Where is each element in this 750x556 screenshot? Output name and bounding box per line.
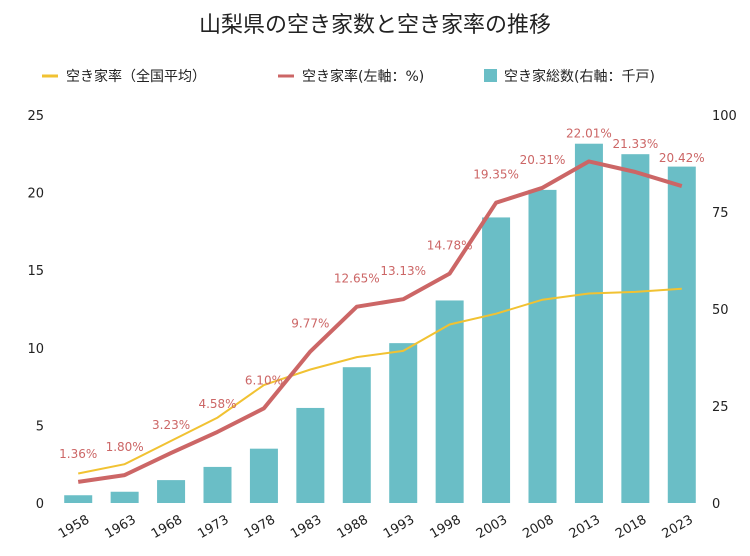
x-tick-label: 2003 (474, 512, 510, 542)
y-right-tick-label: 25 (712, 400, 729, 415)
x-tick-label: 1963 (102, 512, 138, 542)
data-label: 12.65% (334, 272, 380, 286)
legend-swatch-vacant-houses (484, 69, 497, 82)
bar (482, 217, 511, 503)
line-series-national-rate (78, 287, 682, 475)
y-right-tick-label: 50 (712, 303, 729, 318)
data-label: 3.23% (152, 418, 190, 432)
legend-label-vacancy-rate: 空き家率(左軸：%) (302, 68, 424, 85)
data-label: 6.10% (245, 373, 283, 387)
legend-item-national-rate: 空き家率（全国平均） (42, 68, 206, 85)
data-label: 14.78% (427, 239, 473, 253)
y-right-tick-label: 0 (712, 497, 720, 512)
y-left-tick-label: 10 (27, 342, 44, 357)
legend-item-vacant-houses: 空き家総数(右軸：千戸) (484, 68, 655, 85)
y-axis-right: 0 25 50 75 100 (712, 109, 737, 512)
legend: 空き家率（全国平均） 空き家率(左軸：%) 空き家総数(右軸：千戸) (42, 68, 655, 85)
data-label: 1.80% (106, 440, 144, 454)
bar (342, 367, 371, 503)
data-label: 19.35% (473, 168, 519, 182)
bar (249, 448, 278, 503)
bar (157, 480, 186, 503)
line-series-vacancy-rate (77, 159, 683, 484)
bar (64, 495, 93, 503)
x-tick-label: 1968 (149, 512, 185, 542)
bar (389, 343, 418, 503)
x-tick-label: 2018 (613, 512, 649, 542)
y-axis-left: 0 5 10 15 20 25 (27, 109, 44, 512)
bar (528, 189, 557, 503)
data-label: 22.01% (566, 126, 612, 140)
bar-series-vacant-houses (64, 143, 696, 504)
y-right-tick-label: 100 (712, 109, 737, 124)
bar (203, 466, 232, 503)
data-label: 13.13% (380, 264, 426, 278)
x-tick-label: 2008 (520, 512, 556, 542)
bar (667, 166, 696, 503)
data-label: 20.31% (520, 153, 566, 167)
x-tick-label: 2023 (660, 512, 696, 542)
y-left-tick-label: 25 (27, 109, 44, 124)
data-label: 20.42% (659, 151, 705, 165)
x-tick-label: 1983 (288, 512, 324, 542)
y-left-tick-label: 15 (27, 264, 44, 279)
data-label: 4.58% (198, 397, 236, 411)
data-label: 1.36% (59, 447, 97, 461)
bar (621, 154, 650, 504)
y-left-tick-label: 0 (36, 497, 44, 512)
bar (110, 491, 139, 503)
y-left-tick-label: 20 (27, 187, 44, 202)
x-axis: 1958 1963 1968 1973 1978 1983 1988 1993 1998 2003… (56, 512, 696, 542)
bar (574, 143, 603, 503)
x-tick-label: 1998 (427, 512, 463, 542)
y-left-tick-label: 5 (36, 419, 44, 434)
chart-title: 山梨県の空き家数と空き家率の推移 (199, 13, 551, 38)
x-tick-label: 1978 (242, 512, 278, 542)
legend-label-national-rate: 空き家率（全国平均） (66, 68, 206, 85)
bar (296, 407, 325, 503)
legend-label-vacant-houses: 空き家総数(右軸：千戸) (504, 68, 655, 85)
bar (435, 300, 464, 503)
data-label: 9.77% (291, 316, 329, 330)
x-tick-label: 1993 (381, 512, 417, 542)
data-labels: 1.36% 1.80% 3.23% 4.58% 6.10% 9.77% 12.65%13.1… (59, 126, 705, 460)
y-right-tick-label: 75 (712, 206, 729, 221)
x-tick-label: 1988 (335, 512, 371, 542)
data-label: 21.33% (612, 137, 658, 151)
x-tick-label: 1958 (56, 512, 92, 542)
x-tick-label: 2013 (567, 512, 603, 542)
legend-item-vacancy-rate: 空き家率(左軸：%) (278, 68, 424, 85)
x-tick-label: 1973 (195, 512, 231, 542)
